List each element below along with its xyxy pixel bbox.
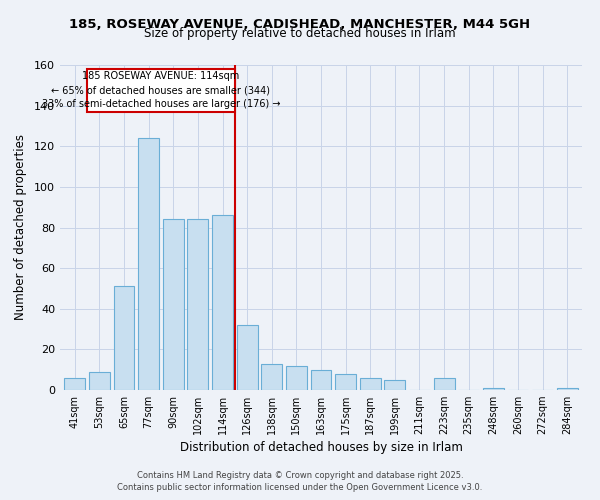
Bar	[311, 370, 331, 390]
Bar	[138, 138, 159, 390]
Bar	[434, 378, 455, 390]
Bar	[557, 388, 578, 390]
Bar	[236, 325, 257, 390]
Text: 185, ROSEWAY AVENUE, CADISHEAD, MANCHESTER, M44 5GH: 185, ROSEWAY AVENUE, CADISHEAD, MANCHEST…	[70, 18, 530, 30]
X-axis label: Distribution of detached houses by size in Irlam: Distribution of detached houses by size …	[179, 442, 463, 454]
Bar	[360, 378, 381, 390]
Text: 185 ROSEWAY AVENUE: 114sqm
← 65% of detached houses are smaller (344)
33% of sem: 185 ROSEWAY AVENUE: 114sqm ← 65% of deta…	[42, 72, 280, 110]
Bar	[187, 220, 208, 390]
Bar	[385, 380, 406, 390]
Bar	[113, 286, 134, 390]
Bar	[212, 216, 233, 390]
Text: Size of property relative to detached houses in Irlam: Size of property relative to detached ho…	[144, 28, 456, 40]
Bar	[483, 388, 504, 390]
Bar	[286, 366, 307, 390]
Bar	[163, 220, 184, 390]
Bar	[89, 372, 110, 390]
Y-axis label: Number of detached properties: Number of detached properties	[14, 134, 27, 320]
Text: Contains HM Land Registry data © Crown copyright and database right 2025.
Contai: Contains HM Land Registry data © Crown c…	[118, 471, 482, 492]
Bar	[64, 378, 85, 390]
Bar	[335, 374, 356, 390]
FancyBboxPatch shape	[87, 69, 235, 112]
Bar	[261, 364, 282, 390]
